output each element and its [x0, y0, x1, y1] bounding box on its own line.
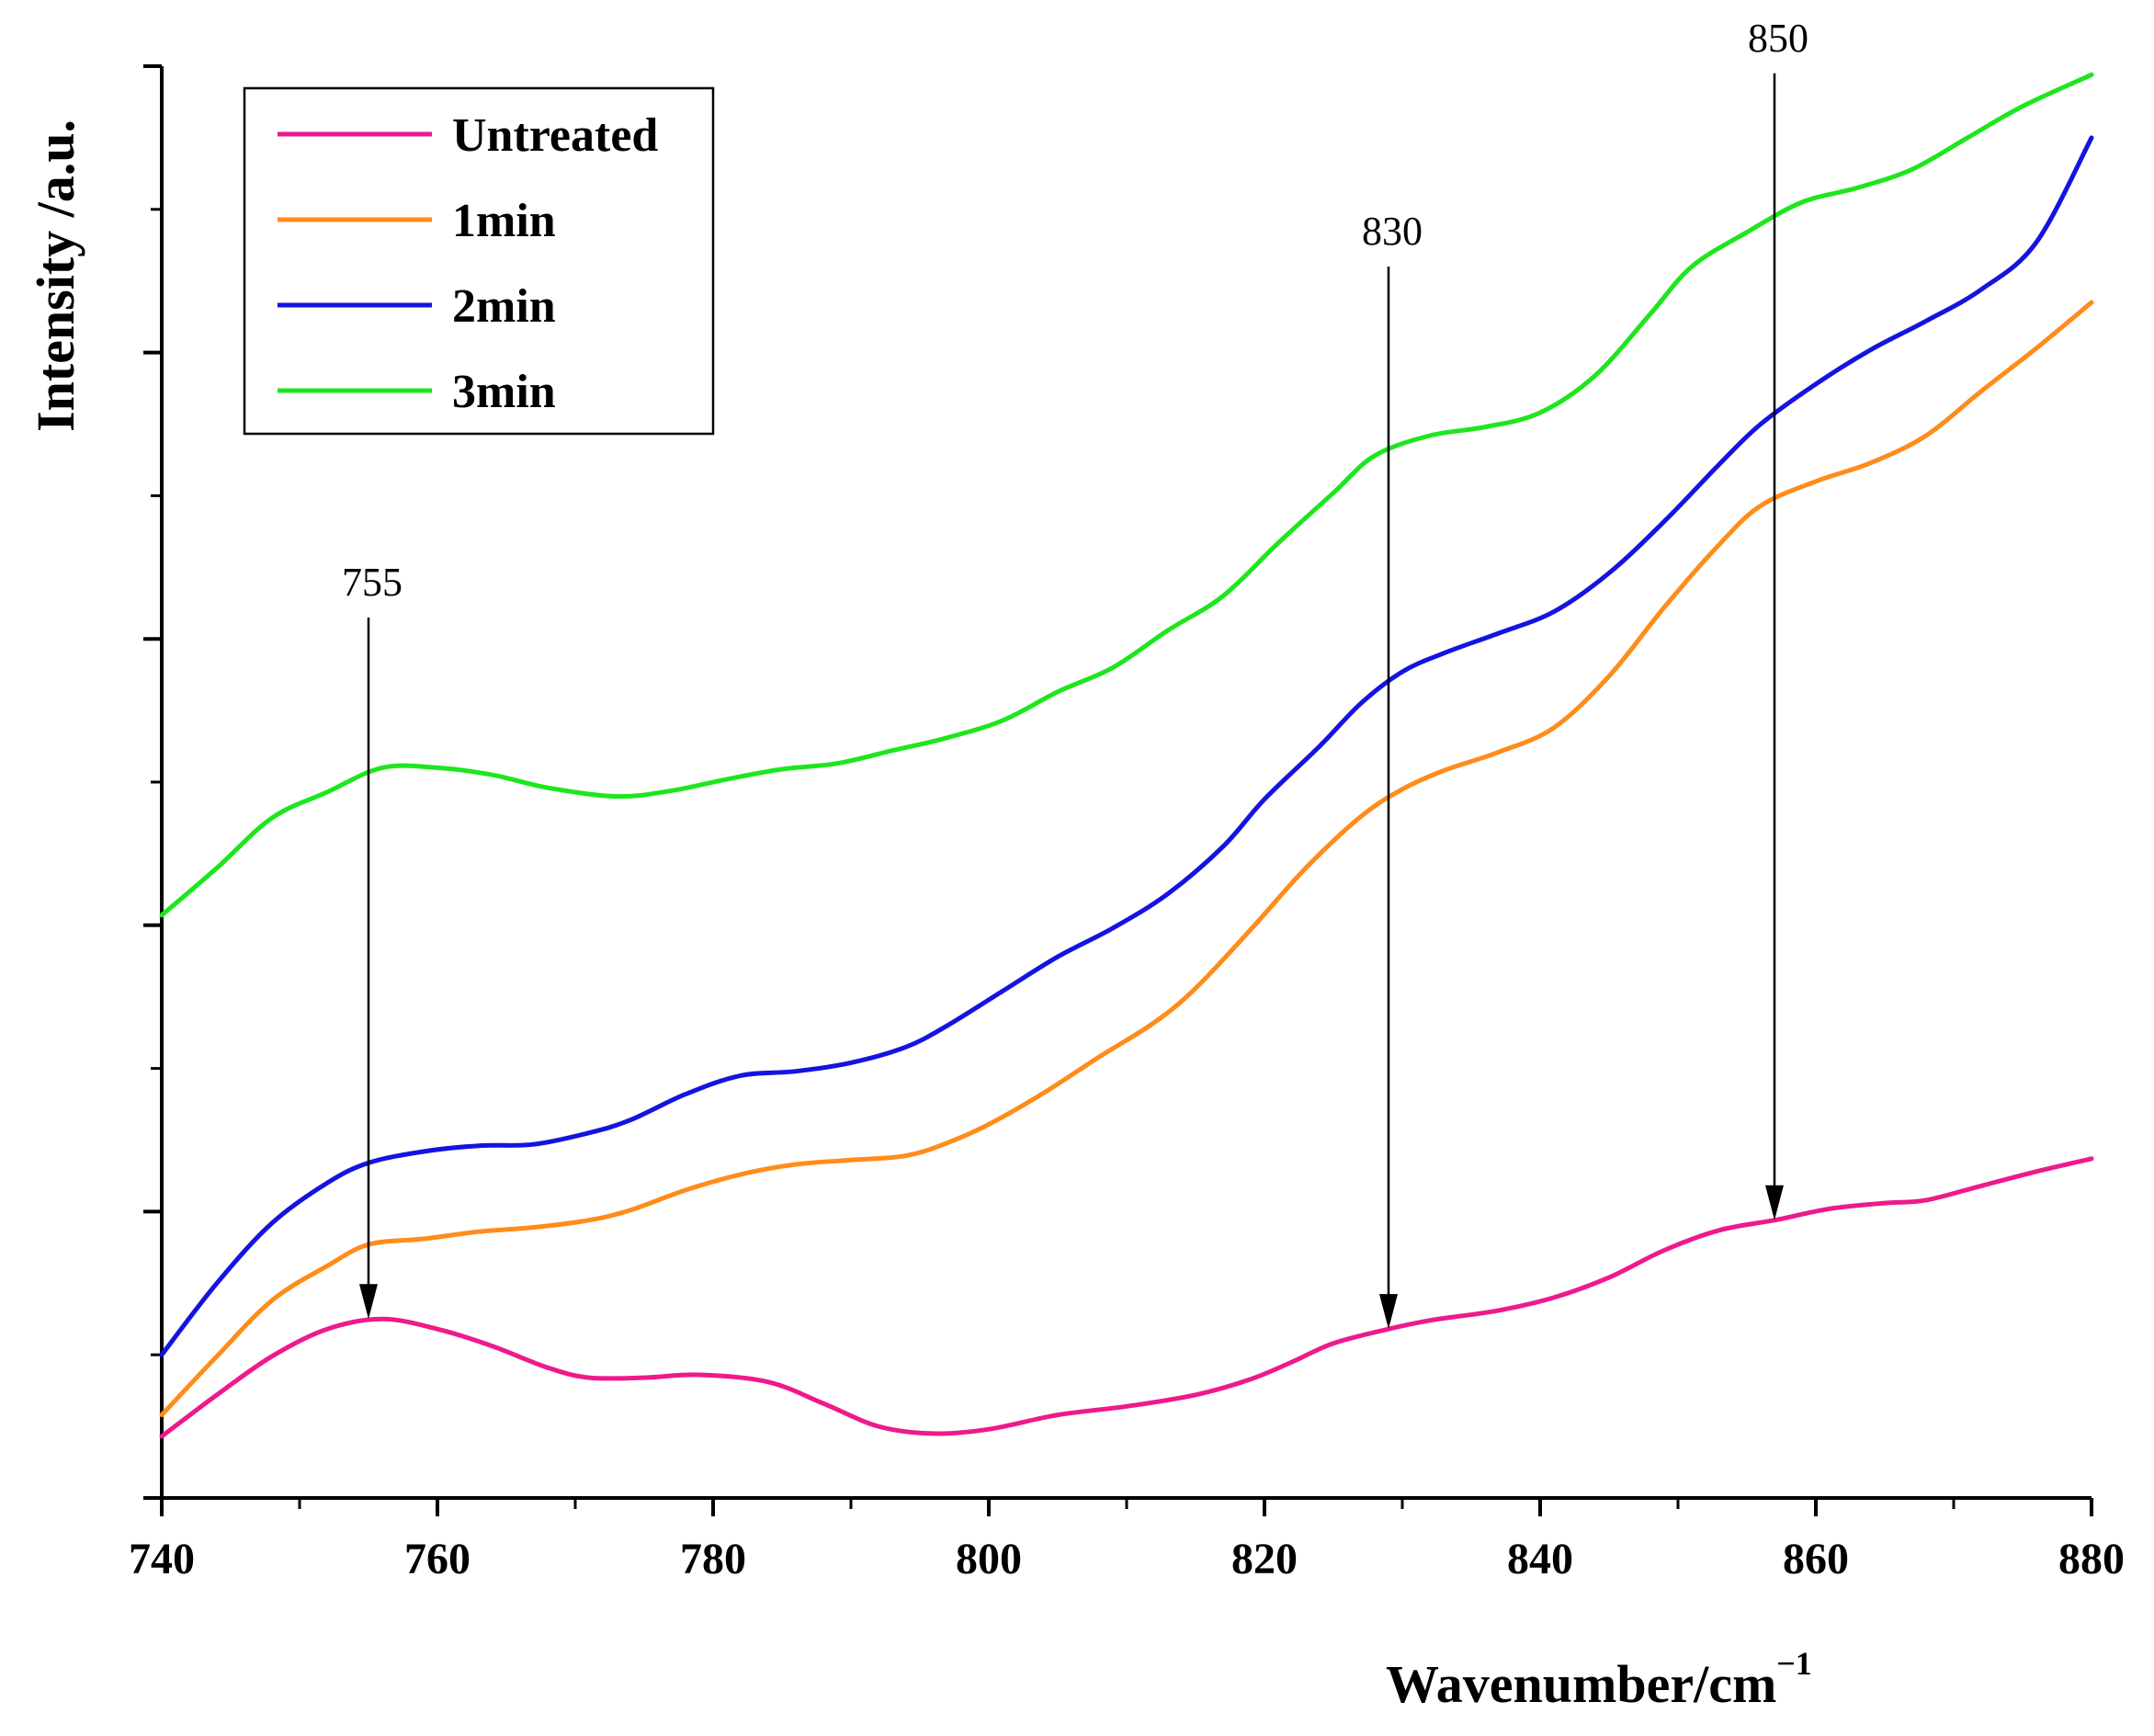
legend-label-2min: 2min	[452, 280, 556, 333]
peak-annotation-830: 830	[1362, 209, 1423, 1330]
annotation-label-850: 850	[1748, 16, 1808, 61]
annotation-arrowhead-755	[359, 1284, 378, 1320]
peak-annotation-755: 755	[342, 560, 402, 1320]
annotation-label-755: 755	[342, 560, 402, 605]
series-lines	[159, 72, 2094, 1439]
legend-item-1min: 1min	[278, 195, 556, 247]
legend-label-1min: 1min	[452, 195, 556, 247]
x-tick-label-820: 820	[1231, 1535, 1298, 1583]
annotation-arrowhead-830	[1379, 1294, 1398, 1330]
y-axis-title: Intensity /a.u.	[26, 119, 85, 432]
x-tick-label-860: 860	[1783, 1535, 1849, 1583]
x-tick-label-760: 760	[404, 1535, 470, 1583]
axes: 740 760 780 800 820 840 860 880 Wavenumber/cm−1 I…	[26, 64, 2125, 1714]
peak-annotations: 755 830 850	[342, 16, 1808, 1330]
series-line-untreated	[159, 1156, 2094, 1439]
x-tick-label-840: 840	[1507, 1535, 1573, 1583]
annotation-label-830: 830	[1362, 209, 1423, 254]
legend-item-3min: 3min	[278, 366, 556, 418]
legend: Untreated 1min 2min 3min	[243, 86, 715, 436]
series-line-2min	[159, 135, 2094, 1357]
x-tick-label-800: 800	[956, 1535, 1022, 1583]
peak-annotation-850: 850	[1748, 16, 1808, 1220]
series-line-1min	[159, 300, 2094, 1418]
x-tick-label-880: 880	[2058, 1535, 2125, 1583]
annotation-arrowhead-850	[1765, 1185, 1784, 1220]
legend-box	[243, 86, 715, 436]
legend-label-3min: 3min	[452, 366, 556, 418]
series-line-3min	[159, 72, 2094, 918]
x-axis-title-superscript: −1	[1776, 1645, 1812, 1682]
legend-label-untreated: Untreated	[452, 109, 658, 162]
x-axis-title: Wavenumber/cm−1	[1386, 1645, 1812, 1714]
legend-item-untreated: Untreated	[278, 109, 658, 162]
legend-item-2min: 2min	[278, 280, 556, 333]
x-tick-label-740: 740	[129, 1535, 195, 1583]
x-tick-label-780: 780	[680, 1535, 746, 1583]
